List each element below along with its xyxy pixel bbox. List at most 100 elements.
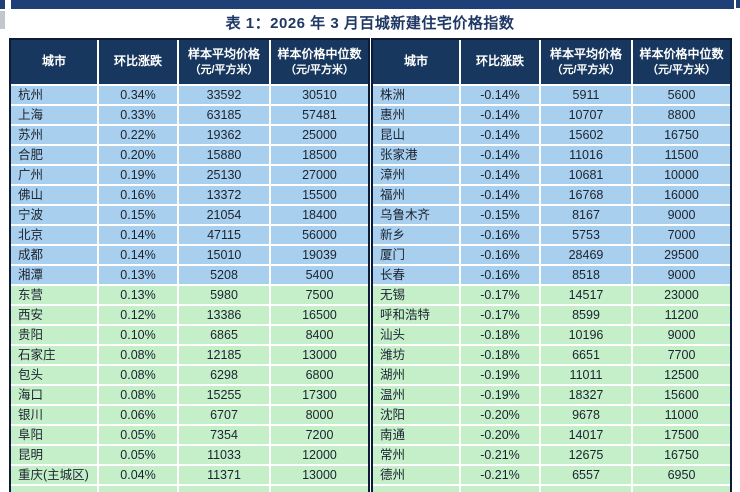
avg-cell: 25130 bbox=[179, 166, 269, 184]
column-header-median: 样本价格中位数 （元/平方米） bbox=[633, 40, 730, 84]
city-cell: 温州 bbox=[373, 386, 459, 404]
price-table-right: 城市 环比涨跌 样本平均价格 （元/平方米） 样本价格中位数 （元/平方米） 株洲 -0.14… bbox=[371, 38, 732, 492]
median-cell: 27000 bbox=[271, 166, 368, 184]
avg-cell: 19362 bbox=[179, 126, 269, 144]
partial-next-row-cell bbox=[99, 486, 177, 492]
avg-cell: 7354 bbox=[179, 426, 269, 444]
change-cell: -0.15% bbox=[461, 206, 539, 224]
city-cell: 银川 bbox=[11, 406, 97, 424]
partial-next-row-cell bbox=[541, 486, 631, 492]
partial-next-row-cell bbox=[271, 486, 368, 492]
city-cell: 沈阳 bbox=[373, 406, 459, 424]
avg-cell: 15602 bbox=[541, 126, 631, 144]
column-header-median: 样本价格中位数 （元/平方米） bbox=[271, 40, 368, 84]
column-header-city: 城市 bbox=[373, 40, 459, 84]
median-cell: 7200 bbox=[271, 426, 368, 444]
change-cell: -0.20% bbox=[461, 426, 539, 444]
city-cell: 汕头 bbox=[373, 326, 459, 344]
top-left-corner-mark bbox=[0, 0, 5, 9]
median-cell: 8800 bbox=[633, 106, 730, 124]
change-cell: 0.12% bbox=[99, 306, 177, 324]
median-cell: 16750 bbox=[633, 446, 730, 464]
median-cell: 11000 bbox=[633, 406, 730, 424]
partial-next-row-cell bbox=[11, 486, 97, 492]
median-cell: 8400 bbox=[271, 326, 368, 344]
city-cell: 西安 bbox=[11, 306, 97, 324]
change-cell: -0.21% bbox=[461, 466, 539, 484]
tables-container: 城市 环比涨跌 样本平均价格 （元/平方米） 样本价格中位数 （元/平方米） 杭州 0.34%… bbox=[9, 38, 732, 492]
avg-cell: 12675 bbox=[541, 446, 631, 464]
change-cell: 0.33% bbox=[99, 106, 177, 124]
median-cell: 12000 bbox=[271, 446, 368, 464]
city-cell: 石家庄 bbox=[11, 346, 97, 364]
city-cell: 昆明 bbox=[11, 446, 97, 464]
median-cell: 7000 bbox=[633, 226, 730, 244]
city-cell: 福州 bbox=[373, 186, 459, 204]
city-cell: 上海 bbox=[11, 106, 97, 124]
avg-cell: 33592 bbox=[179, 86, 269, 104]
column-header-change: 环比涨跌 bbox=[461, 40, 539, 84]
change-cell: -0.14% bbox=[461, 186, 539, 204]
median-cell: 5400 bbox=[271, 266, 368, 284]
median-cell: 8000 bbox=[271, 406, 368, 424]
median-cell: 16000 bbox=[633, 186, 730, 204]
median-cell: 10000 bbox=[633, 166, 730, 184]
avg-cell: 8599 bbox=[541, 306, 631, 324]
median-cell: 17300 bbox=[271, 386, 368, 404]
change-cell: 0.22% bbox=[99, 126, 177, 144]
median-cell: 13000 bbox=[271, 466, 368, 484]
avg-cell: 10196 bbox=[541, 326, 631, 344]
city-cell: 潍坊 bbox=[373, 346, 459, 364]
avg-cell: 16768 bbox=[541, 186, 631, 204]
avg-cell: 13386 bbox=[179, 306, 269, 324]
avg-cell: 14517 bbox=[541, 286, 631, 304]
change-cell: 0.10% bbox=[99, 326, 177, 344]
avg-cell: 6865 bbox=[179, 326, 269, 344]
city-cell: 广州 bbox=[11, 166, 97, 184]
avg-cell: 9678 bbox=[541, 406, 631, 424]
median-cell: 29500 bbox=[633, 246, 730, 264]
median-cell: 23000 bbox=[633, 286, 730, 304]
change-cell: 0.06% bbox=[99, 406, 177, 424]
avg-cell: 11371 bbox=[179, 466, 269, 484]
city-cell: 合肥 bbox=[11, 146, 97, 164]
change-cell: 0.08% bbox=[99, 346, 177, 364]
top-right-corner-mark bbox=[736, 0, 740, 8]
city-cell: 东营 bbox=[11, 286, 97, 304]
median-cell: 6800 bbox=[271, 366, 368, 384]
median-cell: 19039 bbox=[271, 246, 368, 264]
change-cell: 0.15% bbox=[99, 206, 177, 224]
avg-cell: 47115 bbox=[179, 226, 269, 244]
city-cell: 北京 bbox=[11, 226, 97, 244]
change-cell: -0.16% bbox=[461, 226, 539, 244]
city-cell: 惠州 bbox=[373, 106, 459, 124]
city-cell: 德州 bbox=[373, 466, 459, 484]
avg-cell: 21054 bbox=[179, 206, 269, 224]
city-cell: 佛山 bbox=[11, 186, 97, 204]
city-cell: 湘潭 bbox=[11, 266, 97, 284]
city-cell: 株洲 bbox=[373, 86, 459, 104]
change-cell: 0.16% bbox=[99, 186, 177, 204]
avg-cell: 8167 bbox=[541, 206, 631, 224]
column-header-avg: 样本平均价格 （元/平方米） bbox=[541, 40, 631, 84]
change-cell: -0.14% bbox=[461, 126, 539, 144]
avg-cell: 5208 bbox=[179, 266, 269, 284]
change-cell: -0.17% bbox=[461, 286, 539, 304]
city-cell: 阜阳 bbox=[11, 426, 97, 444]
city-cell: 长春 bbox=[373, 266, 459, 284]
avg-cell: 12185 bbox=[179, 346, 269, 364]
median-cell: 12500 bbox=[633, 366, 730, 384]
change-cell: 0.13% bbox=[99, 266, 177, 284]
change-cell: -0.14% bbox=[461, 146, 539, 164]
change-cell: 0.08% bbox=[99, 386, 177, 404]
city-cell: 包头 bbox=[11, 366, 97, 384]
avg-cell: 15010 bbox=[179, 246, 269, 264]
city-cell: 贵阳 bbox=[11, 326, 97, 344]
city-cell: 南通 bbox=[373, 426, 459, 444]
city-cell: 海口 bbox=[11, 386, 97, 404]
median-cell: 25000 bbox=[271, 126, 368, 144]
avg-cell: 6707 bbox=[179, 406, 269, 424]
partial-next-row-cell bbox=[633, 486, 730, 492]
table-title: 表 1：2026 年 3 月百城新建住宅价格指数 bbox=[225, 15, 515, 32]
avg-cell: 8518 bbox=[541, 266, 631, 284]
